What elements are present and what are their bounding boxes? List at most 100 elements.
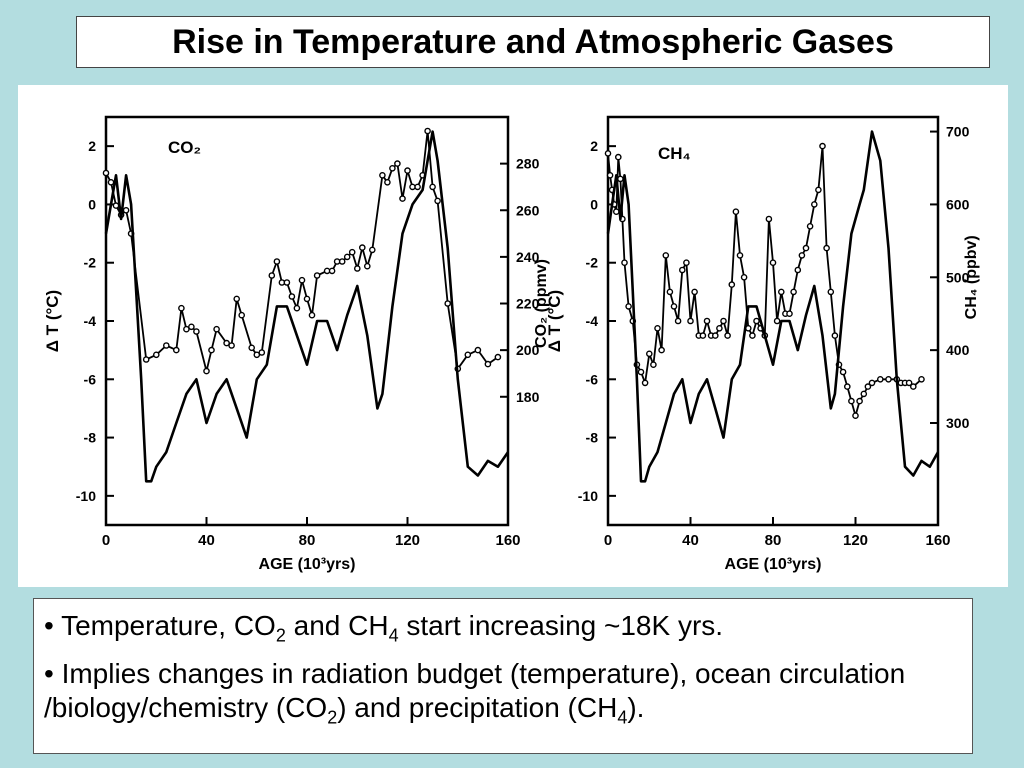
subscript: 4 [388,625,399,646]
y-left-tick-label: 0 [88,196,96,212]
data-point [338,258,346,265]
data-point [749,332,756,339]
y-left-tick-label: -8 [586,430,599,446]
y-left-axis-label: Δ T (°C) [545,290,564,352]
data-point [258,349,266,356]
temperature-series-line [104,130,510,483]
y-left-tick-label: 2 [590,138,598,154]
bullet-box: • Temperature, CO2 and CH4 start increas… [33,598,973,754]
data-point [404,167,411,174]
data-point [658,346,665,354]
y-left-tick-label: -10 [578,488,598,504]
x-axis-label: AGE (10³yrs) [259,556,356,573]
y-right-tick-label: 180 [516,389,540,405]
subscript: 4 [617,707,628,728]
bullet-text: start increasing ~18K yrs. [398,610,724,641]
y-right-tick-label: 260 [516,202,540,218]
y-left-tick-label: 0 [590,196,598,212]
data-point [368,246,376,254]
data-point [606,172,614,179]
bullet-item: • Temperature, CO2 and CH4 start increas… [44,609,962,646]
data-point [819,142,826,150]
x-tick-label: 160 [925,532,950,549]
y-right-tick-label: 500 [946,269,970,285]
data-point [203,367,210,375]
x-tick-label: 40 [198,532,215,549]
data-point [670,303,678,310]
data-point [827,288,835,296]
data-point [856,397,863,405]
data-point [162,342,170,349]
data-point [399,195,406,202]
data-point [172,346,180,354]
data-point [720,317,727,325]
data-point [313,272,321,279]
data-point [683,259,690,266]
data-point [112,202,120,209]
data-point [348,248,356,256]
data-point [474,346,482,354]
data-point [248,344,255,352]
data-point [328,267,336,275]
figure-panel: 0 40 80 120 160 2 0 -2 -4 -6 -8 -10 280 260 240 220 200 1… [18,85,1008,587]
data-point [646,350,653,358]
data-point [786,310,793,317]
charts-svg: 0 40 80 120 16020-2-4-6-8-102802602402202001… [43,115,980,573]
data-point [193,328,200,335]
x-tick-label: 120 [843,532,868,549]
data-point [389,165,396,172]
data-point [107,179,115,186]
plot-frame [606,115,940,527]
data-point [621,259,628,266]
data-point [778,288,785,296]
data-point [732,208,740,215]
y-left-tick-label: -4 [84,313,97,329]
slide-title: Rise in Temperature and Atmospheric Gase… [172,22,894,61]
y-left-tick-label: -4 [586,313,599,329]
data-point [712,332,719,339]
data-point [183,325,190,333]
data-point [666,288,674,296]
data-point [617,175,624,183]
y-left-tick-label: -2 [84,255,97,271]
subscript: 2 [275,625,286,646]
data-point [773,317,781,325]
data-point [394,160,401,167]
data-point [844,383,851,390]
data-point [288,293,296,300]
data-point [815,186,822,194]
y-right-tick-label: 280 [516,156,540,172]
data-point [839,368,847,376]
data-point [753,317,760,325]
y-right-tick-label: 300 [946,415,970,431]
data-point [691,288,698,296]
data-point [637,368,645,376]
data-point [228,342,235,349]
data-point [802,244,810,252]
data-point [434,197,441,205]
data-point [918,375,925,383]
data-point [769,259,777,266]
data-point [641,379,649,387]
data-point [625,303,632,310]
data-point [303,295,311,303]
data-point [152,351,160,359]
data-point [662,252,670,259]
data-point [615,153,622,161]
data-point [860,390,868,398]
y-left-tick-label: 2 [88,138,96,154]
data-point [444,300,452,307]
data-point [674,317,682,325]
bullet-text: • Temperature, CO [44,610,276,641]
y-left-tick-label: -2 [586,255,599,271]
panel-label: CO₂ [168,138,201,157]
data-point [208,346,215,354]
data-point [298,276,306,284]
data-point [414,183,421,191]
x-tick-label: 120 [395,532,420,549]
data-point [253,351,261,359]
subscript: 2 [327,707,338,728]
data-point [905,379,913,387]
data-point [188,323,195,331]
data-point [358,244,366,251]
